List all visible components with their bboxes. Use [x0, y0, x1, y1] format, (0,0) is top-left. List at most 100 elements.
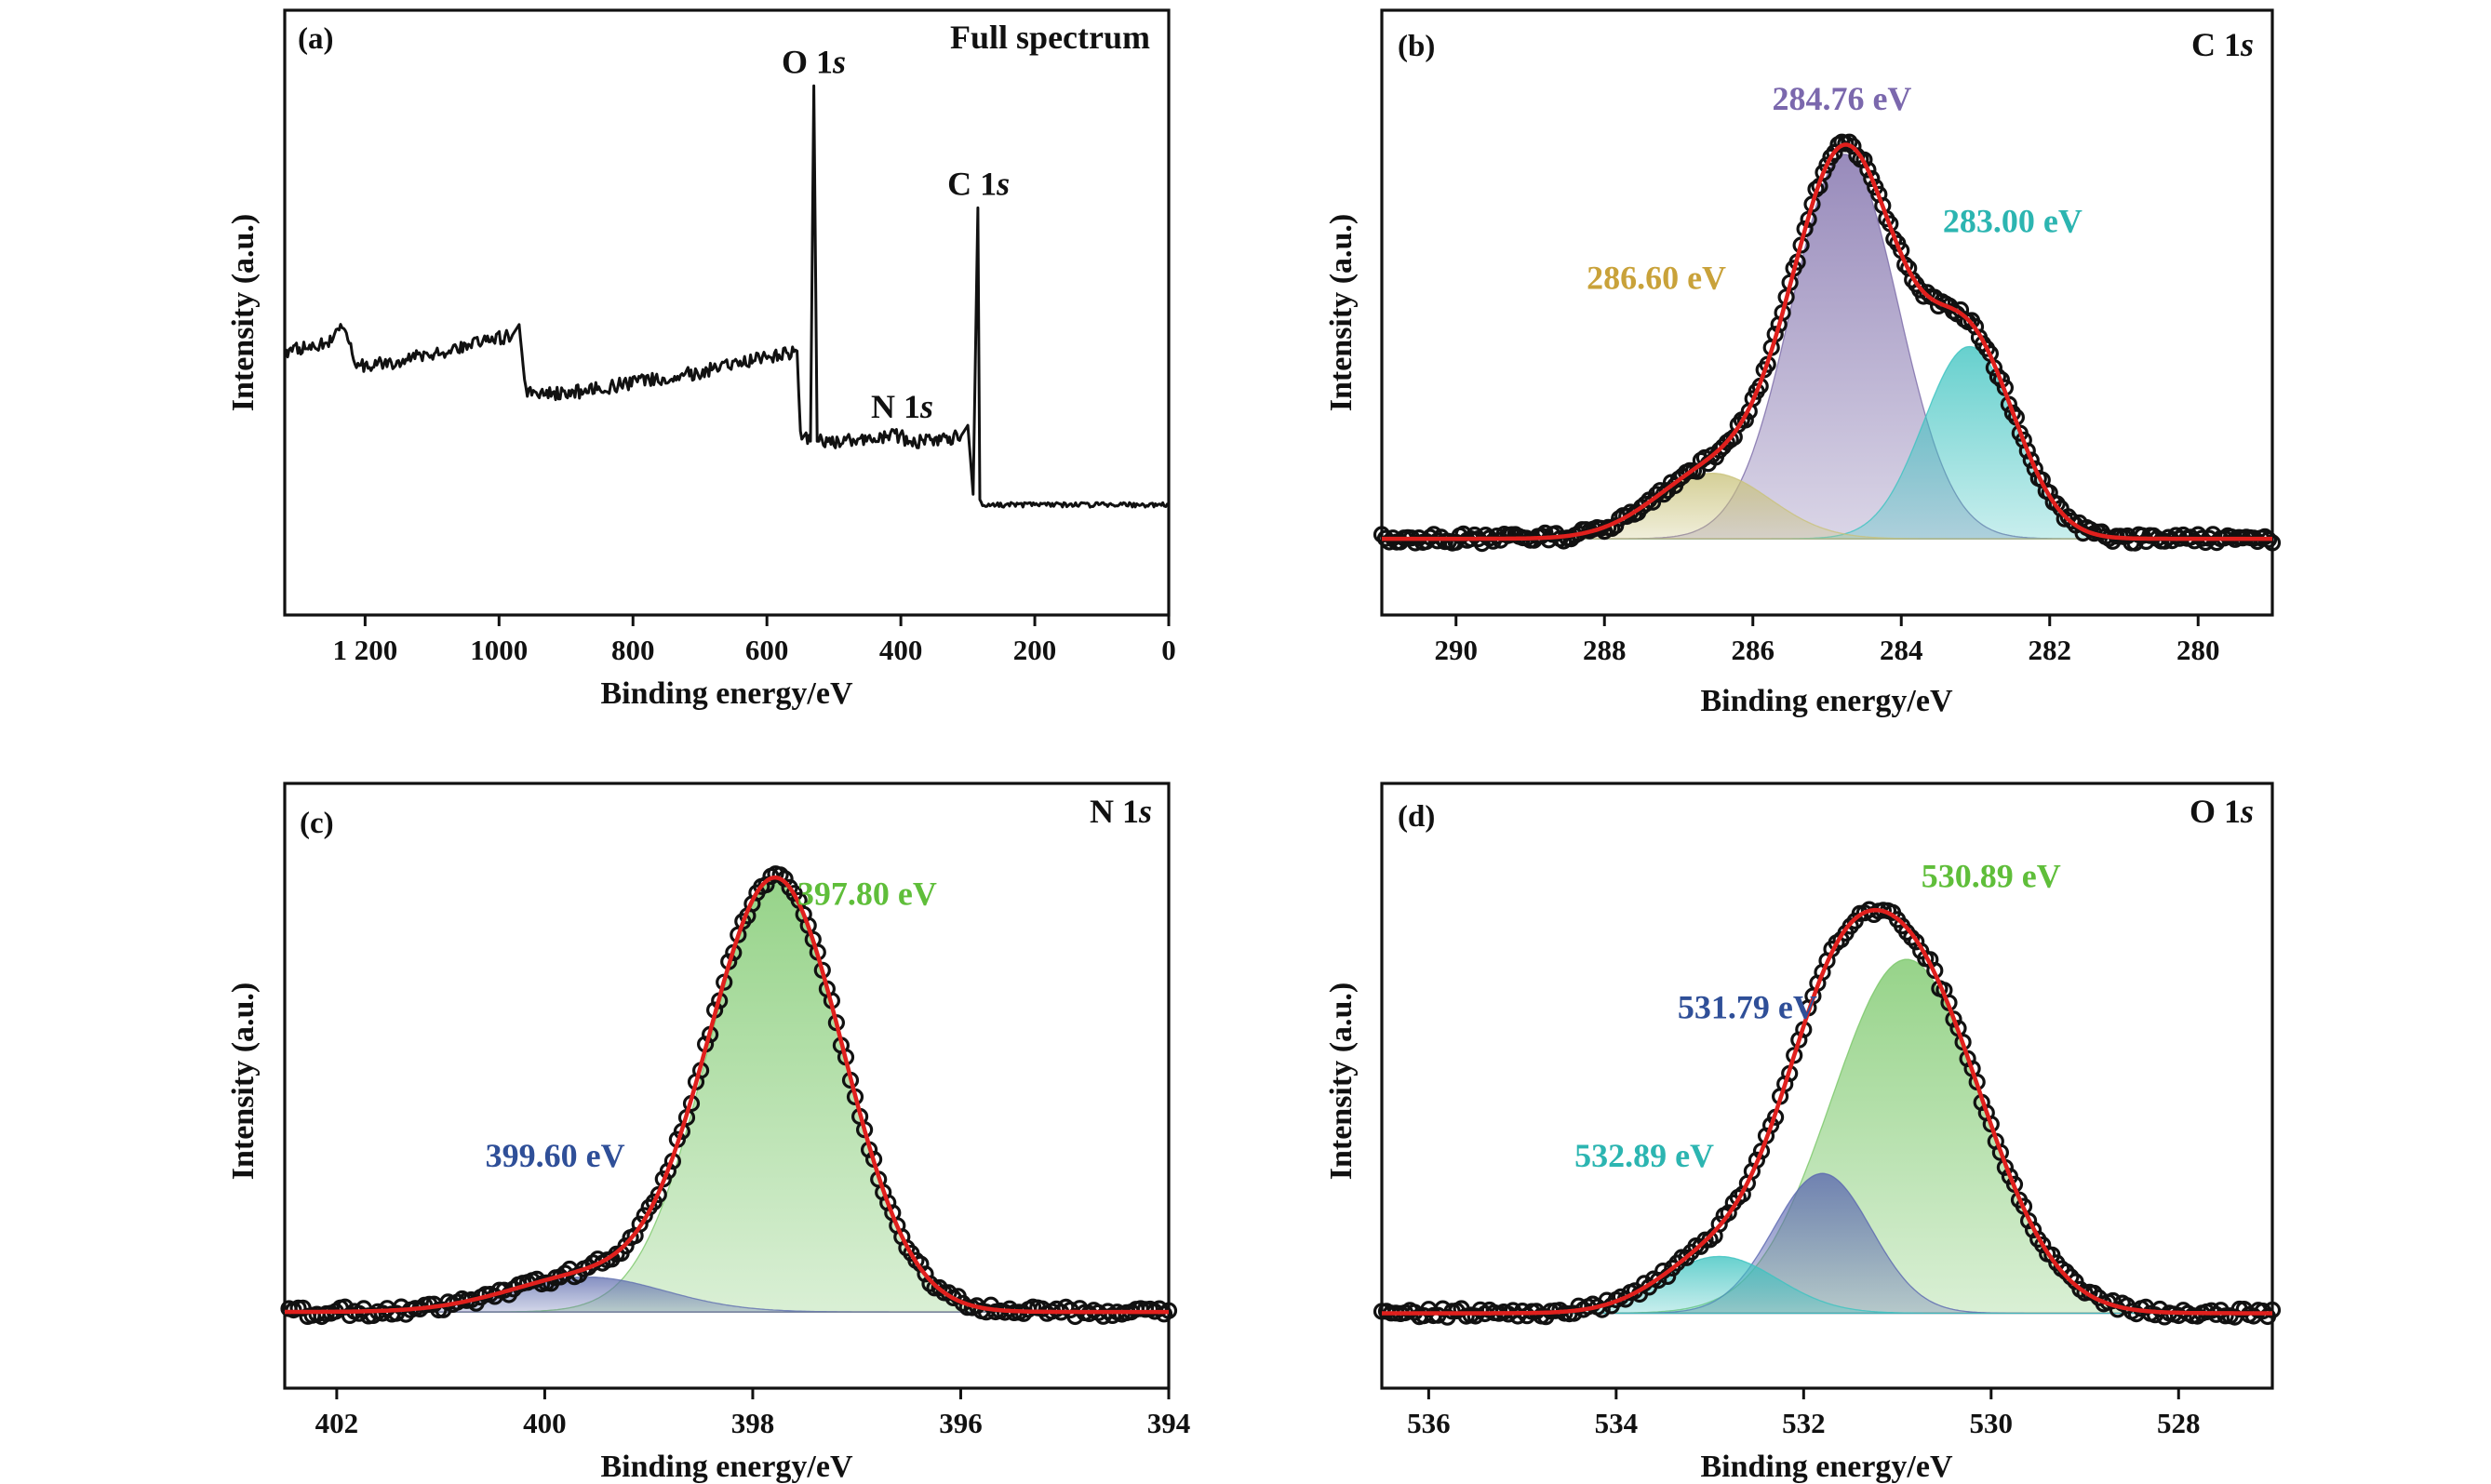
panel-c-xlabel: Binding energy/eV [600, 1450, 853, 1484]
x-tick-label: 600 [745, 634, 789, 666]
data-point [1664, 1259, 1681, 1277]
fit-envelope-line [1381, 142, 2273, 541]
data-point [926, 1279, 944, 1297]
x-tick-label: 528 [2157, 1407, 2201, 1439]
data-point [2063, 512, 2081, 530]
panel-a-ylabel: Intensity (a.u.) [226, 214, 261, 412]
peak-position-label: 397.80 eV [797, 875, 937, 912]
data-point [2018, 442, 2036, 460]
peak-position-label: 284.76 eV [1772, 80, 1911, 117]
x-tick-label: 396 [939, 1407, 983, 1439]
panel-d-ticks: 536 534 532 530 528 [1407, 1388, 2201, 1439]
panel-d-xlabel: Binding energy/eV [1700, 1450, 1953, 1484]
data-point [1867, 179, 1884, 196]
data-point [1387, 533, 1406, 551]
x-tick-label: 290 [1435, 634, 1479, 666]
panel-c-plot: 397.80 eV 399.60 eV [280, 865, 1178, 1326]
panel-d-title: O 1s [2190, 793, 2254, 830]
x-tick-label: 282 [2029, 634, 2072, 666]
data-point [781, 878, 798, 897]
panel-c-title-orbital: s [1138, 793, 1152, 830]
x-tick-label: 400 [523, 1407, 567, 1439]
data-point [921, 1275, 939, 1292]
data-point [1786, 1047, 1803, 1064]
panel-d-title-orbital: s [2240, 793, 2254, 830]
panel-c-frame [283, 782, 1171, 1390]
peak-position-label: 286.60 eV [1587, 259, 1726, 296]
x-tick-label: 1000 [470, 634, 528, 666]
data-point [1822, 148, 1840, 166]
peak-label-element: C 1 [947, 165, 997, 202]
panel-c-title: N 1s [1090, 793, 1152, 830]
peak-label-element: N 1 [871, 388, 920, 425]
x-tick-label: 288 [1583, 634, 1627, 666]
panel-d-label: (d) [1398, 800, 1435, 834]
x-tick-label: 532 [1782, 1407, 1826, 1439]
data-point [280, 1300, 298, 1317]
data-point [2044, 493, 2062, 511]
panel-b-frame [1380, 8, 2274, 617]
panel-a-plot: O 1sN 1sC 1s [283, 43, 1170, 509]
data-point [1373, 526, 1391, 543]
data-point [622, 1229, 639, 1247]
data-point [1919, 284, 1936, 301]
panel-b-ylabel: Intensity (a.u.) [1324, 214, 1359, 412]
panel-d: 536 534 532 530 528 530.89 eV 531.79 eV 532.89… [1324, 782, 2282, 1484]
peak-label: C 1s [947, 165, 1010, 202]
data-point [2025, 1221, 2042, 1239]
peak-position-label: 531.79 eV [1678, 989, 1817, 1026]
panel-a: 1 200 1000 800 600 400 200 0 O 1sN 1sC 1s (a) … [226, 8, 1176, 711]
peak-label-element: O 1 [782, 43, 833, 80]
data-point [2010, 1191, 2029, 1209]
panel-b-ticks: 290 288 286 284 282 280 [1435, 615, 2220, 666]
data-point [1970, 328, 1989, 346]
x-tick-label: 286 [1732, 634, 1775, 666]
panel-d-title-element: O 1 [2190, 793, 2241, 830]
panel-d-ylabel: Intensity (a.u.) [1324, 983, 1359, 1181]
data-point [1852, 151, 1869, 168]
x-tick-label: 1 200 [332, 634, 397, 666]
panel-c: 402 400 398 396 394 397.80 eV 399.60 eV (c) N… [226, 782, 1191, 1484]
fit-envelope-line [284, 875, 1170, 1315]
survey-spectrum-line [283, 84, 1170, 509]
x-tick-label: 800 [611, 634, 655, 666]
x-tick-label: 398 [731, 1407, 775, 1439]
data-point [2056, 510, 2073, 528]
panel-a-title: Full spectrum [950, 19, 1150, 56]
peak-position-label: 532.89 eV [1574, 1137, 1714, 1174]
x-tick-label: 394 [1147, 1407, 1191, 1439]
panel-b-title-orbital: s [2240, 26, 2254, 63]
x-tick-label: 200 [1013, 634, 1057, 666]
x-tick-label: 402 [315, 1407, 359, 1439]
data-point [2037, 482, 2055, 500]
data-point [1900, 260, 1918, 277]
data-point [2001, 1168, 2018, 1185]
peak-label: O 1s [782, 43, 846, 80]
data-point [1908, 933, 1925, 951]
data-point [2029, 1230, 2047, 1249]
x-tick-label: 530 [1970, 1407, 2014, 1439]
fit-envelope-line [1381, 907, 2273, 1316]
panel-d-plot: 530.89 eV 531.79 eV 532.89 eV [1373, 858, 2282, 1326]
data-point [1908, 275, 1925, 293]
data-point [1518, 1307, 1536, 1325]
peak-label: N 1s [871, 388, 933, 425]
x-tick-label: 280 [2176, 634, 2220, 666]
panel-a-frame [283, 8, 1171, 617]
x-tick-label: 284 [1880, 634, 1923, 666]
panel-c-ylabel: Intensity (a.u.) [226, 983, 261, 1181]
data-point [355, 1300, 372, 1317]
x-tick-label: 0 [1161, 634, 1176, 666]
panel-b-title-element: C 1 [2191, 26, 2241, 63]
data-point [299, 1307, 316, 1326]
x-tick-label: 400 [879, 634, 923, 666]
peak-position-label: 530.89 eV [1922, 858, 2061, 895]
peak-label-orbital: s [919, 388, 933, 425]
data-point [2026, 460, 2043, 477]
panel-c-title-element: N 1 [1090, 793, 1139, 830]
x-tick-label: 534 [1595, 1407, 1639, 1439]
panel-c-label: (c) [300, 807, 334, 840]
panel-a-ticks: 1 200 1000 800 600 400 200 0 [332, 615, 1176, 666]
